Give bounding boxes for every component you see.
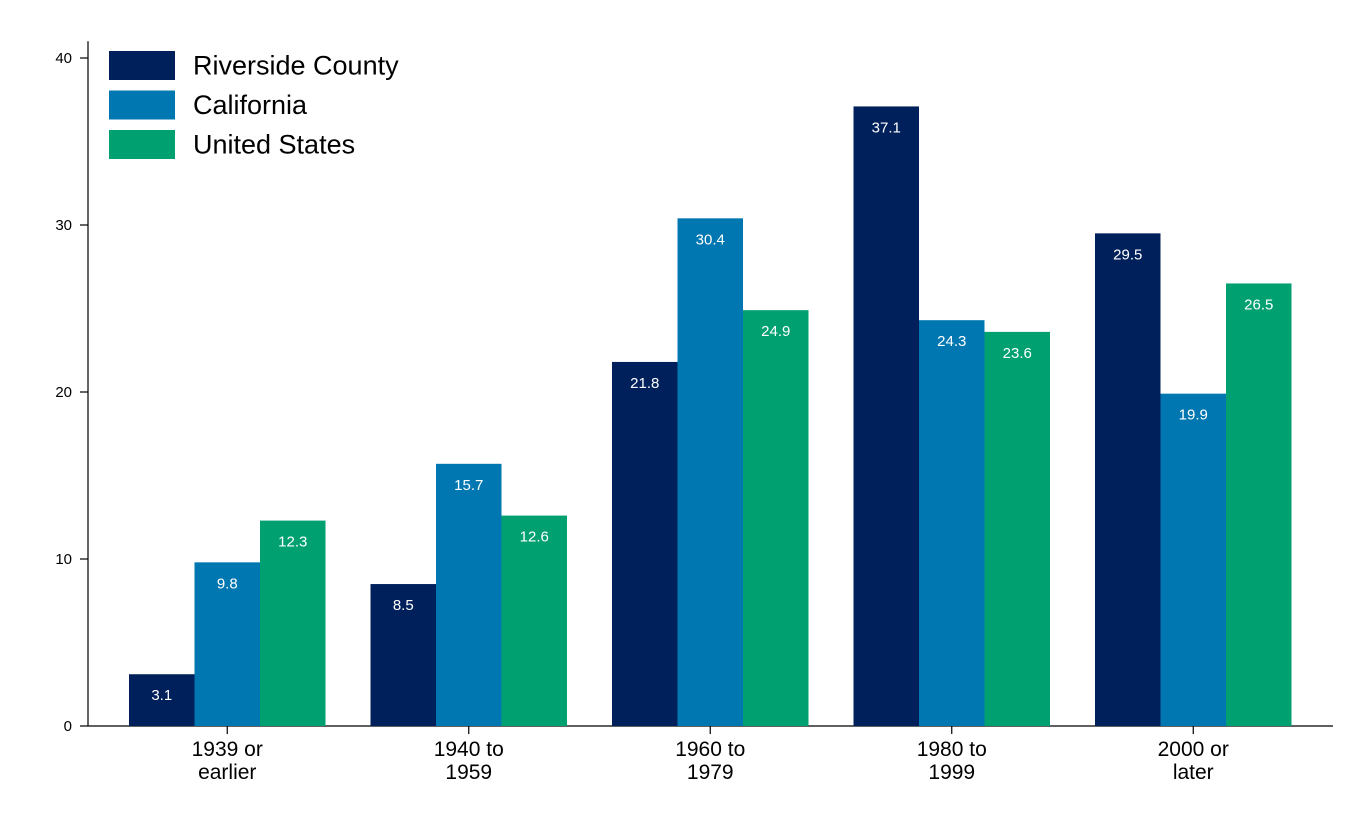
bar-data-label: 12.6 <box>520 529 549 546</box>
y-tick-label: 20 <box>55 384 72 401</box>
x-tick-label: 1980 to 1999 <box>917 738 987 784</box>
x-tick-label-line: 1960 to <box>675 738 745 761</box>
legend-swatch <box>109 90 175 120</box>
bar <box>501 515 567 726</box>
bar <box>129 674 195 726</box>
x-tick-label-line: 1959 <box>445 761 492 784</box>
legend-label: California <box>193 90 308 120</box>
bar <box>984 331 1050 726</box>
x-tick-label: 2000 or later <box>1158 738 1229 784</box>
y-tick-label: 40 <box>55 50 72 67</box>
x-tick-label-line: 1940 to <box>434 738 504 761</box>
legend-label: United States <box>193 130 355 160</box>
x-tick-label-line: later <box>1173 761 1214 784</box>
bar-data-label: 30.4 <box>696 231 725 248</box>
y-tick-label: 30 <box>55 217 72 234</box>
bar-data-label: 21.8 <box>630 375 659 392</box>
bar <box>1226 283 1292 726</box>
x-tick-label-line: 1939 or <box>192 738 263 761</box>
legend-swatch <box>109 51 175 80</box>
bar-data-label: 8.5 <box>393 597 414 614</box>
bar-data-label: 12.3 <box>278 534 307 551</box>
x-tick-label-line: 1980 to <box>917 738 987 761</box>
y-tick-label: 0 <box>64 718 72 735</box>
x-tick-label: 1960 to 1979 <box>675 738 745 784</box>
bar-data-label: 37.1 <box>872 119 901 136</box>
bar-data-label: 9.8 <box>217 575 238 592</box>
bar-data-label: 3.1 <box>151 687 172 704</box>
bar-data-label: 19.9 <box>1179 407 1208 424</box>
bar <box>436 463 502 726</box>
bar <box>1095 233 1161 726</box>
bar <box>743 310 809 726</box>
bar <box>853 106 919 727</box>
x-tick-label: 1939 or earlier <box>192 738 263 784</box>
bar-data-label: 24.3 <box>937 333 966 350</box>
bar <box>677 218 743 726</box>
bar <box>370 584 436 726</box>
bar <box>260 520 326 726</box>
bar-data-label: 29.5 <box>1113 246 1142 263</box>
legend: Riverside County California United States <box>109 51 399 160</box>
x-tick-label: 1940 to 1959 <box>434 738 504 784</box>
bar-data-label: 26.5 <box>1244 296 1273 313</box>
bar-data-label: 24.9 <box>761 323 790 340</box>
x-tick-label-line: 1999 <box>928 761 975 784</box>
bar <box>612 361 678 726</box>
legend-swatch <box>109 130 175 159</box>
x-tick-label-line: 1979 <box>687 761 734 784</box>
bar <box>1160 393 1226 726</box>
bar <box>194 562 260 726</box>
bar <box>919 320 985 726</box>
legend-label: Riverside County <box>193 51 399 81</box>
y-tick-label: 10 <box>55 551 72 568</box>
x-tick-label-line: 2000 or <box>1158 738 1229 761</box>
bar-data-label: 23.6 <box>1003 345 1032 362</box>
bar-data-label: 15.7 <box>454 477 483 494</box>
x-tick-label-line: earlier <box>198 761 256 784</box>
